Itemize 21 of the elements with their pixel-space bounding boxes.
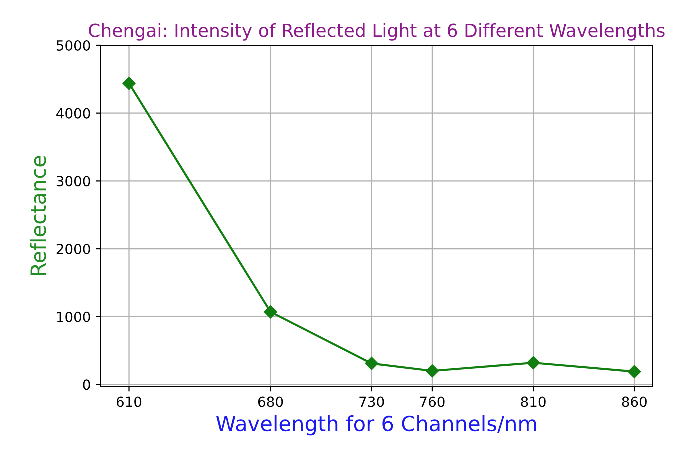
- point: [526, 356, 540, 370]
- point: [426, 364, 440, 378]
- chart-title: Chengai: Intensity of Reflected Light at 6 Different Wavelengths: [89, 23, 665, 41]
- point: [264, 306, 278, 319]
- x-axis-title: Wavelength for 6 Channels/nm: [216, 415, 536, 436]
- x-tick-label: 760: [420, 396, 445, 408]
- y-tick-label: 2000: [56, 244, 90, 255]
- x-tick-label: 610: [116, 396, 142, 408]
- y-tick-label: 5000: [56, 40, 90, 51]
- y-tick-label: 4000: [56, 108, 90, 119]
- point: [628, 365, 642, 378]
- y-tick-label: 0: [83, 380, 90, 390]
- y-tick-label: 3000: [56, 176, 90, 187]
- x-tick-label: 860: [622, 396, 647, 408]
- point: [122, 76, 136, 90]
- x-tick-label: 680: [258, 396, 284, 408]
- x-tick-label: 730: [360, 396, 384, 408]
- x-tick-label: 810: [521, 396, 546, 408]
- point: [365, 357, 378, 370]
- y-tick-label: 1000: [57, 312, 90, 322]
- y-axis-title: Reflectance: [30, 156, 46, 276]
